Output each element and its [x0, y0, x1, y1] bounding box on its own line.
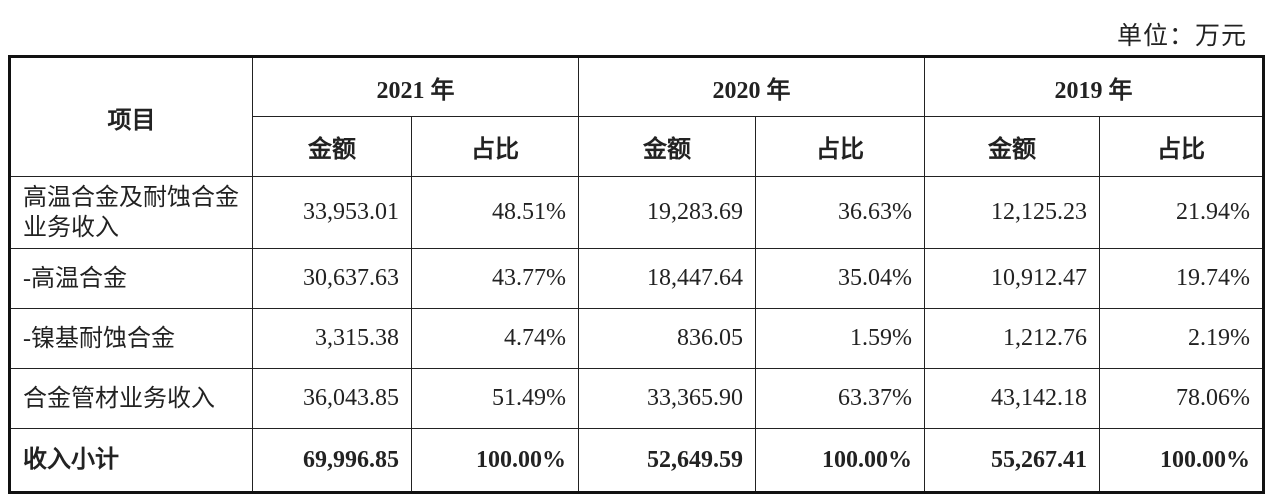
amount-header: 金额 — [252, 116, 412, 177]
amount-cell: 30,637.63 — [252, 248, 412, 309]
amount-cell: 33,365.90 — [578, 368, 756, 429]
ratio-cell: 78.06% — [1099, 368, 1264, 429]
amount-cell: 12,125.23 — [924, 176, 1100, 249]
table-row: -镍基耐蚀合金 3,315.38 4.74% 836.05 1.59% 1,212.76 2… — [9, 308, 1264, 369]
ratio-cell: 35.04% — [755, 248, 925, 309]
unit-label: 单位：万元 — [1116, 23, 1247, 50]
amount-cell: 52,649.59 — [578, 428, 756, 493]
ratio-cell: 4.74% — [411, 308, 579, 369]
year-header: 2021 年 — [252, 56, 579, 117]
ratio-cell: 19.74% — [1099, 248, 1264, 309]
amount-cell: 55,267.41 — [924, 428, 1100, 493]
ratio-cell: 100.00% — [411, 428, 579, 493]
item-cell: 合金管材业务收入 — [9, 368, 253, 429]
ratio-cell: 100.00% — [755, 428, 925, 493]
amount-cell: 10,912.47 — [924, 248, 1100, 309]
amount-cell: 3,315.38 — [252, 308, 412, 369]
year-header: 2019 年 — [924, 56, 1264, 117]
amount-header: 金额 — [924, 116, 1100, 177]
item-header: 项目 — [9, 56, 253, 177]
table-row: 合金管材业务收入 36,043.85 51.49% 33,365.90 63.37% 43… — [9, 368, 1264, 429]
table-row: -高温合金 30,637.63 43.77% 18,447.64 35.04% 10,91… — [9, 248, 1264, 309]
ratio-cell: 2.19% — [1099, 308, 1264, 369]
amount-cell: 36,043.85 — [252, 368, 412, 429]
amount-cell: 19,283.69 — [578, 176, 756, 249]
ratio-cell: 51.49% — [411, 368, 579, 429]
amount-cell: 836.05 — [578, 308, 756, 369]
item-cell: -镍基耐蚀合金 — [9, 308, 253, 369]
ratio-cell: 1.59% — [755, 308, 925, 369]
table-row: 高温合金及耐蚀合金业务收入 33,953.01 48.51% 19,283.69 36.… — [9, 176, 1264, 249]
total-row: 收入小计 69,996.85 100.00% 52,649.59 100.00% 55,2… — [9, 428, 1264, 493]
ratio-header: 占比 — [1099, 116, 1264, 177]
ratio-cell: 43.77% — [411, 248, 579, 309]
ratio-cell: 21.94% — [1099, 176, 1264, 249]
item-cell: -高温合金 — [9, 248, 253, 309]
ratio-cell: 100.00% — [1099, 428, 1264, 493]
ratio-cell: 36.63% — [755, 176, 925, 249]
ratio-header: 占比 — [411, 116, 579, 177]
revenue-table: 项目 2021 年 2020 年 2019 年 金额 占比 金额 占比 金额 占… — [8, 55, 1265, 494]
amount-cell: 69,996.85 — [252, 428, 412, 493]
item-cell: 高温合金及耐蚀合金业务收入 — [9, 176, 253, 249]
amount-header: 金额 — [578, 116, 756, 177]
ratio-header: 占比 — [755, 116, 925, 177]
amount-cell: 33,953.01 — [252, 176, 412, 249]
year-header: 2020 年 — [578, 56, 925, 117]
amount-cell: 18,447.64 — [578, 248, 756, 309]
ratio-cell: 63.37% — [755, 368, 925, 429]
amount-cell: 43,142.18 — [924, 368, 1100, 429]
ratio-cell: 48.51% — [411, 176, 579, 249]
amount-cell: 1,212.76 — [924, 308, 1100, 369]
item-cell: 收入小计 — [9, 428, 253, 493]
